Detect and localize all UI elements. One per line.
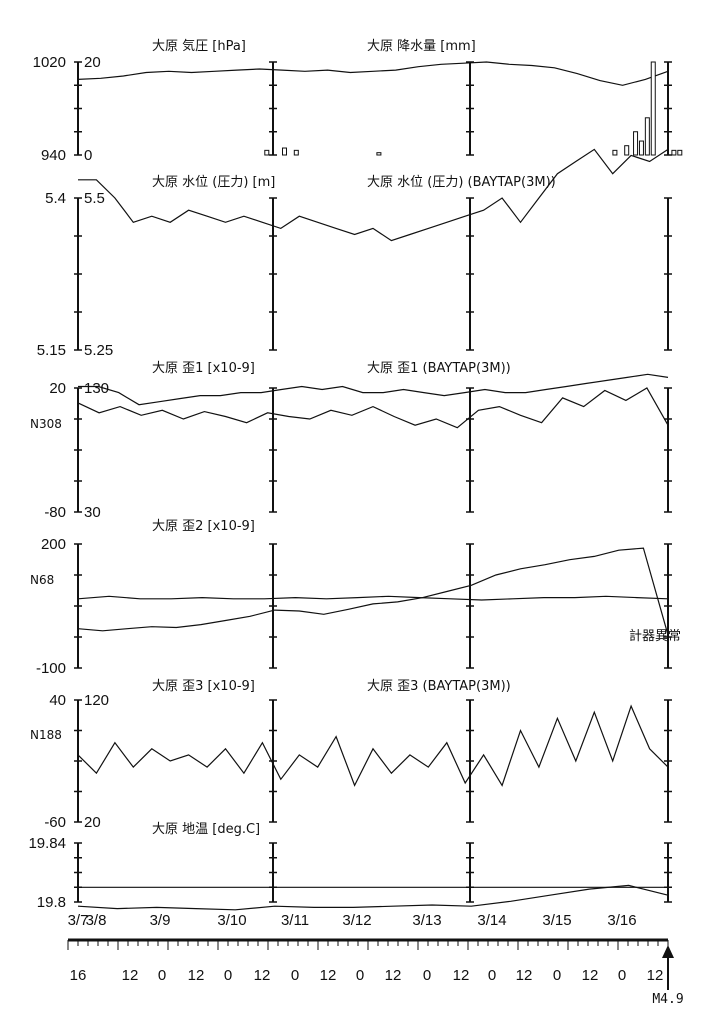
- series-line: [77, 547, 669, 636]
- y-tick-label: 200: [41, 536, 66, 553]
- panel-p1: 大原 気圧 [hPa] 大原 降水量 [mm] 1020 940 20 0: [33, 38, 683, 164]
- panel-p5: 大原 歪3 [x10-9] 大原 歪3 (BAYTAP(3M)) 40 -60 120 2…: [30, 679, 672, 911]
- series-line: [77, 595, 669, 601]
- series-line: [77, 387, 669, 429]
- panel-title: 大原 地温 [deg.C]: [152, 822, 260, 837]
- panel-title: 大原 歪2 [x10-9]: [152, 519, 255, 534]
- y-tick-label: 20: [49, 380, 66, 397]
- y-tick-label: 19.84: [28, 835, 66, 852]
- precip-bar: [282, 147, 287, 156]
- y-tick-label: -100: [36, 660, 66, 677]
- time-axis: 3/73/8 3/9 3/10 3/11 3/12 3/13 3/14 3/15 3/16 16 1…: [67, 912, 684, 1007]
- hour-label: 0: [618, 967, 626, 984]
- hour-label: 12: [385, 967, 402, 984]
- hour-label: 12: [122, 967, 139, 984]
- y-tick-label: 1020: [33, 54, 66, 71]
- event-label: M4.9: [652, 992, 683, 1007]
- date-label: 3/11: [281, 912, 309, 929]
- date-label: 3/9: [150, 912, 171, 929]
- panel-p4: 大原 歪2 [x10-9] 200 -100 N68 計器異常: [30, 519, 681, 677]
- panel-title: 大原 歪1 (BAYTAP(3M)): [367, 361, 511, 376]
- hour-label: 0: [224, 967, 232, 984]
- y-tick-label: 5.15: [37, 342, 66, 359]
- precip-bar: [644, 117, 650, 156]
- y-tick-label: -60: [44, 814, 66, 831]
- annotation: 計器異常: [629, 628, 681, 644]
- hour-label: 12: [254, 967, 271, 984]
- date-label: 3/16: [607, 912, 636, 929]
- y-tick-label: 130: [84, 380, 109, 397]
- series-line: [77, 61, 669, 86]
- hour-label: 0: [553, 967, 561, 984]
- date-label: 3/14: [477, 912, 506, 929]
- y-tick-label: 940: [41, 147, 66, 164]
- panel-title: 大原 降水量 [mm]: [367, 39, 476, 54]
- y-tick-label: 20: [84, 54, 101, 71]
- panel-p6: 大原 地温 [deg.C] 19.84 19.8: [28, 822, 672, 911]
- date-label: 3/13: [412, 912, 441, 929]
- panel-title: 大原 水位 (圧力) (BAYTAP(3M)): [367, 175, 556, 190]
- y-tick-label: 0: [84, 147, 92, 164]
- hour-label: 12: [188, 967, 205, 984]
- panel-p3: 大原 歪1 [x10-9] 大原 歪1 (BAYTAP(3M)) 20 -80 130 3…: [30, 361, 672, 601]
- series-line: [77, 884, 669, 911]
- hour-label: 0: [291, 967, 299, 984]
- date-label: 3/8: [86, 912, 107, 929]
- y-tick-label: 5.25: [84, 342, 113, 359]
- precip-bar: [650, 61, 656, 156]
- y-tick-label: 19.8: [37, 894, 66, 911]
- precip-bar: [677, 149, 683, 156]
- precip-bar: [264, 149, 270, 156]
- series-line: [77, 704, 669, 787]
- panel-title: 大原 歪3 (BAYTAP(3M)): [367, 679, 511, 694]
- y-tick-label: 40: [49, 692, 66, 709]
- panel-title: 大原 歪3 [x10-9]: [152, 679, 255, 694]
- hour-label: 12: [320, 967, 337, 984]
- component-label: N68: [30, 573, 54, 587]
- hour-label: 0: [158, 967, 166, 984]
- precip-bar: [638, 140, 644, 156]
- panel-title: 大原 水位 (圧力) [m]: [152, 175, 275, 190]
- precip-bar: [671, 149, 677, 156]
- panel-title: 大原 気圧 [hPa]: [152, 38, 246, 54]
- date-label: 3/10: [217, 912, 246, 929]
- precip-bar: [612, 149, 618, 156]
- hour-label: 12: [453, 967, 470, 984]
- y-tick-label: -80: [44, 504, 66, 521]
- date-label: 3/12: [342, 912, 371, 929]
- y-tick-label: 20: [84, 814, 101, 831]
- panel-title: 大原 歪1 [x10-9]: [152, 361, 255, 376]
- panel-p2: 大原 水位 (圧力) [m] 大原 水位 (圧力) (BAYTAP(3M)) 5.4…: [37, 148, 672, 406]
- hour-label: 12: [582, 967, 599, 984]
- hour-label: 12: [516, 967, 533, 984]
- date-label: 3/7: [68, 912, 89, 929]
- date-label: 3/15: [542, 912, 571, 929]
- hour-label: 0: [356, 967, 364, 984]
- y-tick-label: 5.5: [84, 190, 105, 207]
- hour-label: 16: [70, 967, 87, 984]
- hour-label: 0: [488, 967, 496, 984]
- event-arrow-head: [662, 945, 674, 958]
- series-line: [78, 148, 669, 242]
- y-tick-label: 120: [84, 692, 109, 709]
- precip-bar: [376, 152, 382, 156]
- y-tick-label: 5.4: [45, 190, 66, 207]
- component-label: N188: [30, 728, 62, 742]
- component-label: N308: [30, 417, 62, 431]
- precip-bar: [633, 131, 639, 156]
- hour-label: 0: [423, 967, 431, 984]
- precip-bar: [624, 145, 630, 156]
- precip-bar: [293, 149, 299, 156]
- y-tick-label: 30: [84, 504, 101, 521]
- hour-label: 12: [647, 967, 664, 984]
- series-line: [78, 373, 669, 406]
